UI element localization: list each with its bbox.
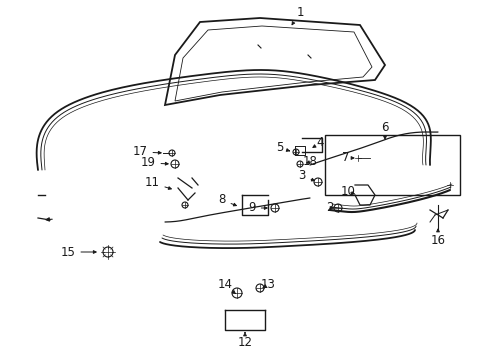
Text: 2: 2 xyxy=(325,202,333,215)
Polygon shape xyxy=(164,18,384,105)
Text: 3: 3 xyxy=(298,170,314,183)
Text: 8: 8 xyxy=(218,193,236,207)
Text: 17: 17 xyxy=(132,145,161,158)
Text: 13: 13 xyxy=(260,279,275,292)
Text: 12: 12 xyxy=(237,333,252,348)
Text: 9: 9 xyxy=(248,202,266,215)
Text: 18: 18 xyxy=(302,156,317,168)
Text: 10: 10 xyxy=(340,185,355,198)
Text: 15: 15 xyxy=(61,246,96,258)
Polygon shape xyxy=(325,135,459,195)
Text: 1: 1 xyxy=(291,5,303,25)
Text: 7: 7 xyxy=(342,152,353,165)
Text: 5: 5 xyxy=(276,141,289,154)
Text: 16: 16 xyxy=(429,229,445,247)
Text: 11: 11 xyxy=(144,176,171,189)
Text: 4: 4 xyxy=(312,136,323,149)
Text: 14: 14 xyxy=(217,279,235,293)
Text: 6: 6 xyxy=(381,121,388,139)
Text: 19: 19 xyxy=(140,157,168,170)
